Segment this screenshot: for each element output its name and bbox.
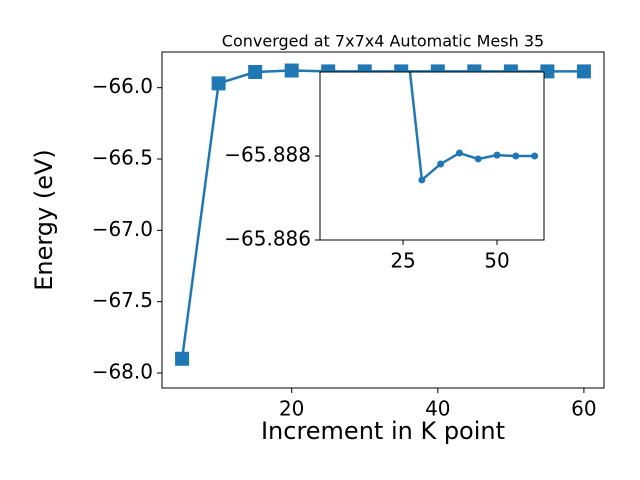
y-tick-label: −66.0 [92,74,153,98]
data-point [493,151,501,159]
data-point [474,155,482,163]
y-tick-label: −66.5 [92,146,153,170]
y-tick-label: −65.888 [224,143,311,167]
x-tick-label: 50 [484,249,509,273]
axes-frame [161,51,605,389]
data-point [248,64,263,79]
x-tick-label: 20 [279,397,304,421]
x-tick-label: 25 [390,249,415,273]
x-axis-label: Increment in K point [261,417,505,445]
data-point [455,149,463,157]
data-point [576,64,591,79]
data-point [512,152,520,160]
data-point [175,351,190,366]
y-axis-label: Energy (eV) [30,149,58,291]
plot-series [400,6,539,184]
y-tick-label: −67.5 [92,288,153,312]
chart-title: Converged at 7x7x4 Automatic Mesh 35 [222,32,544,51]
y-tick-label: −68.0 [92,360,153,384]
data-point [418,176,426,184]
x-tick-label: 40 [425,397,450,421]
data-point [531,152,539,160]
data-point [400,6,407,13]
data-point [284,63,299,78]
y-tick-label: −65.886 [224,227,311,251]
y-tick-label: −67.0 [92,217,153,241]
x-tick-label: 60 [571,397,596,421]
data-point [437,160,445,168]
data-point [211,76,226,91]
